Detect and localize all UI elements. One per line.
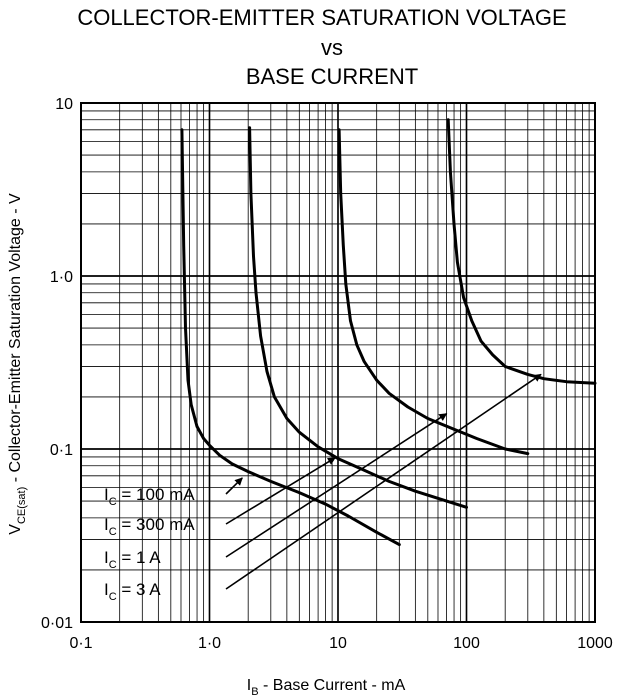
legend-entry-3: IC = 1 A (104, 548, 161, 571)
x-tick-label: 10 (329, 635, 347, 652)
x-tick-label: 100 (453, 635, 480, 652)
legend-entry-1: IC = 100 mA (104, 485, 195, 508)
legend-entry-4: IC = 3 A (104, 580, 161, 603)
series-line-3 (337, 128, 530, 456)
chart-title-line-1: COLLECTOR-EMITTER SATURATION VOLTAGE (77, 5, 566, 30)
legend: IC = 100 mA IC = 300 mA IC = 1 A IC = 3 A (104, 373, 542, 603)
grid-minor (81, 103, 595, 622)
y-tick-labels: 0·01 0·1 1·0 10 (41, 96, 73, 632)
y-axis-label: VCE(sat) - Collector-Emitter Saturation … (7, 193, 28, 535)
legend-arrow-1 (225, 477, 243, 495)
legend-arrow-2 (225, 457, 336, 525)
x-tick-label: 0·1 (69, 635, 92, 652)
series-line-1 (180, 128, 401, 547)
series-line-4 (446, 118, 597, 385)
series-line-2 (248, 126, 468, 509)
x-tick-label: 1000 (577, 635, 613, 652)
chart-title: COLLECTOR-EMITTER SATURATION VOLTAGE vs … (77, 5, 566, 89)
chart-title-line-2: vs (321, 35, 343, 60)
y-tick-label: 10 (55, 96, 73, 113)
legend-arrow-4 (225, 373, 542, 590)
chart-title-line-3: BASE CURRENT (246, 64, 418, 89)
x-axis-label: IB - Base Current - mA (247, 677, 406, 698)
plot-frame (80, 102, 596, 623)
y-tick-label: 0·01 (41, 615, 73, 632)
legend-entry-2: IC = 300 mA (104, 515, 195, 538)
y-tick-label: 0·1 (50, 442, 73, 459)
y-tick-label: 1·0 (50, 269, 73, 286)
series-lines (180, 118, 597, 547)
legend-arrow-3 (225, 413, 448, 558)
x-tick-label: 1·0 (198, 635, 221, 652)
x-tick-labels: 0·1 1·0 10 100 1000 (69, 635, 612, 652)
